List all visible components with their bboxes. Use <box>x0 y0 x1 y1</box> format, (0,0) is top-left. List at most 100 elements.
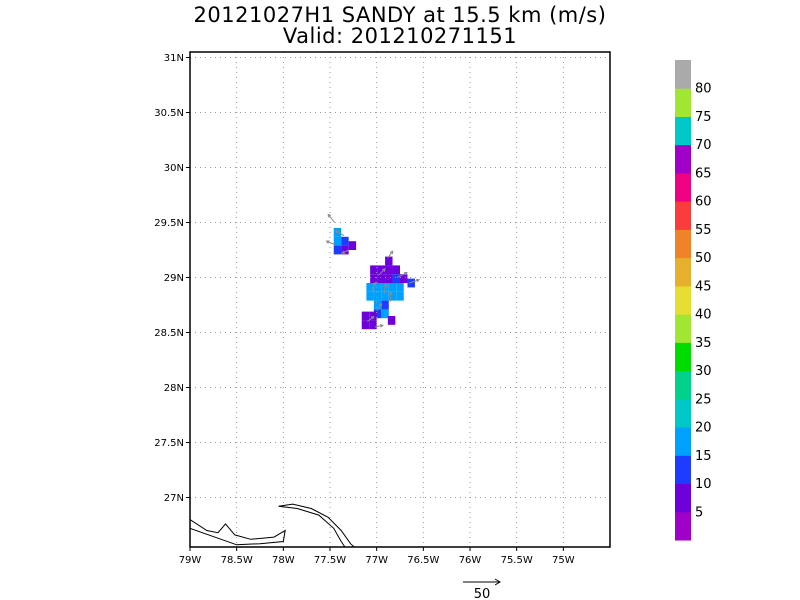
colorbar-segment <box>675 427 691 456</box>
wind-cell <box>396 283 404 292</box>
colorbar-label: 30 <box>695 364 712 379</box>
colorbar-label: 20 <box>695 421 712 436</box>
wind-cell <box>373 300 382 310</box>
colorbar-segment <box>675 370 691 400</box>
wind-cell <box>385 265 393 275</box>
y-tick-label: 29N <box>164 273 184 284</box>
y-tick-label: 30N <box>164 163 184 174</box>
colorbar-segment <box>675 229 691 259</box>
coastline <box>190 503 355 547</box>
wind-vector <box>383 283 388 295</box>
wind-vector <box>325 240 335 245</box>
colorbar-label: 50 <box>695 251 712 266</box>
colorbar: 5 10 15 20 25 30 35 40 45 50 55 60 65 70 75 80 <box>675 60 712 541</box>
colorbar-label: 80 <box>695 82 712 97</box>
wind-cell <box>388 291 397 301</box>
y-tick-label: 31N <box>164 53 184 64</box>
plot-title: 20121027H1 SANDY at 15.5 km (m/s) <box>193 3 607 27</box>
lat-lon-grid <box>189 52 610 547</box>
wind-cell <box>333 245 342 255</box>
wind-vector <box>335 230 345 237</box>
wind-vector <box>376 303 383 311</box>
colorbar-segment <box>675 342 691 372</box>
wind-cell <box>373 291 382 301</box>
colorbar-label: 70 <box>695 138 712 153</box>
colorbar-segment <box>675 144 691 174</box>
x-tick-label: 75.5W <box>501 555 533 566</box>
wind-vector <box>388 290 393 302</box>
colorbar-segment <box>675 398 691 428</box>
wind-cell <box>333 228 342 237</box>
wind-cell <box>373 283 382 292</box>
wind-cell <box>333 236 342 246</box>
wind-vector <box>367 315 375 322</box>
colorbar-segment <box>675 314 691 343</box>
x-tick-label: 79W <box>179 555 202 566</box>
colorbar-label: 10 <box>695 477 712 492</box>
coastline-segment <box>278 503 355 547</box>
colorbar-label: 5 <box>695 505 703 520</box>
wind-vector <box>374 324 384 328</box>
wind-cell <box>396 291 404 301</box>
wind-cell <box>369 320 377 330</box>
wind-cell <box>370 265 378 275</box>
y-tick-label: 29.5N <box>154 218 184 229</box>
wind-cell <box>381 300 389 310</box>
plot-subtitle: Valid: 201210271151 <box>282 24 518 48</box>
wind-vector <box>396 272 408 278</box>
coastline-segment <box>278 505 346 547</box>
wind-cell <box>381 291 389 301</box>
x-tick-label: 75W <box>552 555 575 566</box>
colorbar-segment <box>675 285 691 315</box>
wind-cell <box>377 265 386 275</box>
colorbar-segment <box>675 201 691 230</box>
wind-vector <box>409 278 421 284</box>
y-tick-label: 28N <box>164 383 184 394</box>
wind-cell <box>392 274 400 283</box>
y-tick-label: 28.5N <box>154 328 184 339</box>
y-tick-label: 27N <box>164 493 184 504</box>
wind-cell <box>385 274 393 283</box>
longitude-axis: 79W 78.5W 78W 77.5W 77W 76.5W 76W 75.5W 75W <box>179 547 575 566</box>
colorbar-segment <box>675 483 691 513</box>
colorbar-label: 25 <box>695 392 712 407</box>
colorbar-label: 35 <box>695 336 712 351</box>
wind-cell <box>400 274 408 283</box>
reference-vector: 50 <box>463 578 501 600</box>
wind-cell <box>373 309 382 319</box>
wind-vectors <box>325 213 421 328</box>
reference-vector-label: 50 <box>474 587 491 600</box>
wind-vector <box>341 249 349 254</box>
wind-cell <box>387 316 396 325</box>
wind-vector <box>387 250 394 259</box>
colorbar-label: 60 <box>695 195 712 210</box>
wind-vector <box>371 281 377 291</box>
colorbar-label: 75 <box>695 110 712 125</box>
colorbar-label: 15 <box>695 449 712 464</box>
wind-vector <box>378 268 386 276</box>
x-tick-label: 77W <box>365 555 388 566</box>
wind-cell <box>361 320 370 330</box>
wind-cell <box>381 309 389 319</box>
colorbar-segment <box>675 511 691 541</box>
colorbar-label: 40 <box>695 308 712 323</box>
x-tick-label: 76.5W <box>407 555 439 566</box>
wind-cell <box>392 265 400 275</box>
wind-cell <box>377 274 386 283</box>
colorbar-segment <box>675 172 691 202</box>
reference-vector-arrowhead <box>494 578 501 586</box>
wind-cell <box>388 283 397 292</box>
x-tick-label: 78W <box>272 555 295 566</box>
wind-vector <box>327 213 336 223</box>
colorbar-segment <box>675 60 691 89</box>
wind-cell <box>385 256 393 266</box>
wind-cell <box>341 236 349 246</box>
wind-cell <box>361 311 370 321</box>
map-frame <box>189 51 611 548</box>
colorbar-label: 65 <box>695 166 712 181</box>
y-tick-label: 27.5N <box>154 438 184 449</box>
x-tick-label: 76W <box>459 555 482 566</box>
wind-cell <box>341 245 349 255</box>
wind-cell <box>407 278 415 288</box>
